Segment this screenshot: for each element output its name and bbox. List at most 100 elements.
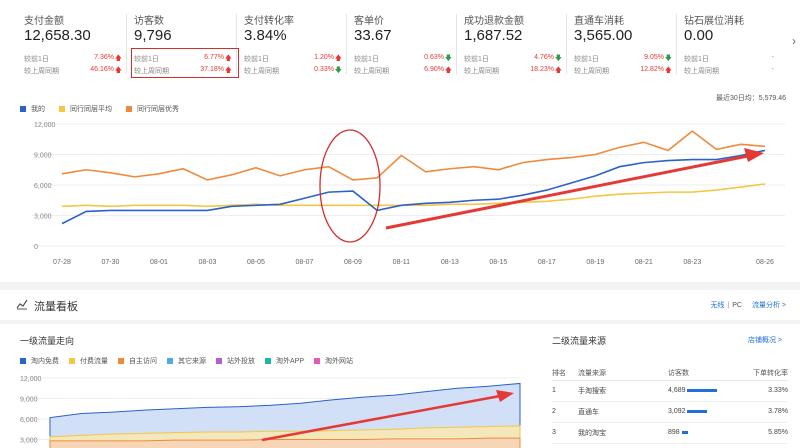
y-tick-label: 6,000 — [20, 417, 38, 424]
chart-legend: 我的 同行同层平均 同行同层优秀 — [20, 104, 179, 114]
kpi-card[interactable]: 直通车消耗 3,565.00 较前1日 9.05% 🡇 较上周同期 12.82% 🡅 — [570, 8, 680, 80]
chevron-right-icon[interactable]: › — [792, 34, 796, 48]
level1-title: 一级流量走向 — [20, 336, 75, 346]
kpi-card[interactable]: 支付金额 12,658.30 较前1日 7.36% 🡅 较上周同期 46.16% 🡅 — [20, 8, 130, 80]
kpi-compare-day: 较前1日 7.36% 🡅 — [24, 54, 122, 63]
x-tick-label: 08-05 — [247, 259, 265, 266]
visitor-bar — [687, 409, 708, 413]
kpi-compare-day: 较前1日 6.77% 🡅 — [134, 54, 232, 63]
x-tick-label: 08-09 — [344, 259, 362, 266]
pc-link[interactable]: PC — [732, 302, 742, 309]
y-tick-label: 9,000 — [34, 153, 52, 160]
visitor-bar — [681, 430, 688, 434]
legend-item[interactable]: 同行同层平均 — [59, 104, 112, 114]
legend-swatch — [265, 358, 271, 364]
legend-item[interactable]: 付费流量 — [69, 356, 108, 366]
y-tick-label: 9,000 — [20, 397, 38, 404]
kpi-compare-day: 较前1日 1.20% 🡅 — [244, 54, 342, 63]
trend-arrow-icon: 🡅 — [224, 67, 232, 74]
kpi-divider — [676, 14, 677, 74]
trend-arrow-icon: 🡅 — [114, 67, 122, 74]
legend-item[interactable]: 我的 — [20, 104, 45, 114]
table-header: 下单转化率 — [748, 366, 788, 381]
kpi-divider — [456, 14, 457, 74]
highlight-circle — [319, 129, 381, 243]
kpi-value: 33.67 — [354, 27, 392, 44]
trend-arrow-head — [496, 390, 514, 402]
trend-arrow-icon: 🡅 — [554, 67, 562, 74]
table-row[interactable]: 2 直通车 3,092 3.78% — [552, 401, 788, 423]
flow-legend: 淘内免费 付费流量 自主访问 其它来源 站外投放 淘外APP 淘外网站 — [20, 356, 353, 366]
trend-chart: 0 3,000 6,000 9,000 12,000 07-28 07-30 08-01 08-… — [32, 122, 785, 266]
kpi-compare-day: 较前1日 9.05% 🡇 — [574, 54, 672, 63]
kpi-title: 客单价 — [354, 16, 384, 27]
kpi-card[interactable]: 钻石展位消耗 0.00 较前1日 - 较上周同期 - — [680, 8, 790, 80]
series-area — [49, 437, 521, 448]
kpi-compare-week: 较上周同期 12.82% 🡅 — [574, 66, 672, 75]
kpi-compare-day: 较前1日 0.63% 🡇 — [354, 54, 452, 63]
x-tick-label: 08-23 — [683, 259, 701, 266]
trend-arrow-icon: 🡇 — [334, 67, 342, 74]
kpi-compare-week: 较上周同期 6.90% 🡅 — [354, 66, 452, 75]
x-tick-label: 08-21 — [635, 259, 653, 266]
y-tick-label: 6,000 — [34, 183, 52, 190]
kpi-title: 支付转化率 — [244, 16, 294, 27]
flow-analysis-link[interactable]: 流量分析 > — [751, 302, 786, 309]
trend-arrow-icon: 🡅 — [224, 55, 232, 62]
x-tick-label: 08-11 — [393, 259, 410, 266]
table-header: 访客数 — [668, 366, 748, 381]
kpi-divider — [236, 14, 237, 74]
series-line — [61, 149, 766, 225]
kpi-value: 9,796 — [134, 27, 172, 44]
table-row[interactable]: 3 我的淘宝 898 5.85% — [552, 422, 788, 444]
kpi-title: 成功退款金额 — [464, 16, 524, 27]
legend-item[interactable]: 站外投放 — [216, 356, 255, 366]
kpi-compare-week: 较上周同期 0.33% 🡇 — [244, 66, 342, 75]
trend-arrow — [261, 394, 501, 442]
trend-arrow-head — [744, 148, 764, 162]
kpi-compare-day: 较前1日 - — [684, 54, 774, 63]
kpi-compare-week: 较上周同期 46.16% 🡅 — [24, 66, 122, 75]
flow-detail-panel: 一级流量走向 淘内免费 付费流量 自主访问 其它来源 站外投放 淘外APP 淘外网站 3,0… — [0, 324, 800, 448]
kpi-card[interactable]: 成功退款金额 1,687.52 较前1日 4.76% 🡇 较上周同期 18.23% 🡅 — [460, 8, 570, 80]
kpi-divider — [566, 14, 567, 74]
x-tick-label: 07-30 — [102, 259, 120, 266]
legend-item[interactable]: 淘内免费 — [20, 356, 59, 366]
flow-panel-links: 无线 | PC 流量分析 > — [710, 302, 786, 309]
legend-item[interactable]: 其它来源 — [167, 356, 206, 366]
y-tick-label: 12,000 — [20, 376, 42, 383]
legend-swatch — [69, 358, 75, 364]
legend-item[interactable]: 自主访问 — [118, 356, 157, 366]
kpi-divider — [126, 14, 127, 74]
kpi-title: 访客数 — [134, 16, 164, 27]
line-chart-icon — [16, 299, 28, 310]
kpi-divider — [346, 14, 347, 74]
table-header: 流量来源 — [578, 366, 668, 381]
trend-arrow — [385, 154, 749, 230]
legend-item[interactable]: 淘外网站 — [314, 356, 353, 366]
trend-arrow-icon: 🡇 — [664, 55, 672, 62]
trend-arrow-icon: 🡇 — [554, 55, 562, 62]
kpi-title: 钻石展位消耗 — [684, 16, 744, 27]
y-tick-label: 3,000 — [34, 214, 52, 221]
kpi-card[interactable]: 访客数 9,796 较前1日 6.77% 🡅 较上周同期 37.18% 🡅 — [130, 8, 240, 80]
shop-overview-link[interactable]: 店铺概况 > — [747, 337, 782, 344]
table-row[interactable]: 1 手淘搜索 4,689 3.33% — [552, 380, 788, 402]
flow-panel-header: 流量看板 无线 | PC 流量分析 > — [0, 290, 800, 320]
flow-area-chart: 3,000 6,000 9,000 12,000 — [20, 376, 521, 448]
trend-arrow-icon: 🡅 — [664, 67, 672, 74]
kpi-card[interactable]: 支付转化率 3.84% 较前1日 1.20% 🡅 较上周同期 0.33% 🡇 — [240, 8, 350, 80]
visitor-bar — [687, 388, 718, 392]
y-tick-label: 12,000 — [34, 122, 56, 129]
kpi-row: 支付金额 12,658.30 较前1日 7.36% 🡅 较上周同期 46.16% 🡅 访客数 9,… — [20, 8, 790, 80]
wireless-link[interactable]: 无线 — [710, 302, 725, 309]
legend-item[interactable]: 淘外APP — [265, 356, 304, 366]
legend-item[interactable]: 同行同层优秀 — [126, 104, 179, 114]
highlight-box — [131, 48, 239, 78]
y-tick-label: 3,000 — [20, 438, 38, 445]
kpi-card[interactable]: 客单价 33.67 较前1日 0.63% 🡇 较上周同期 6.90% 🡅 — [350, 8, 460, 80]
x-tick-label: 07-28 — [53, 259, 71, 266]
series-line — [61, 183, 766, 208]
trend-arrow-icon: 🡅 — [334, 55, 342, 62]
x-tick-label: 08-19 — [586, 259, 604, 266]
